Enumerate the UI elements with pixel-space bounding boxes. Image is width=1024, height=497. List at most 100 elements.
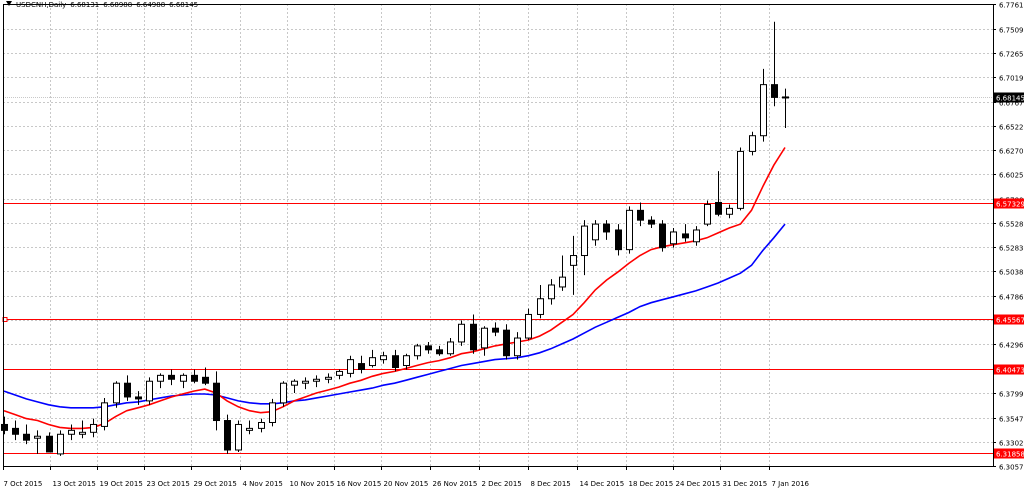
x-tick-label: 20 Nov 2015 [384,480,429,488]
candle[interactable] [727,204,733,218]
x-tick-label: 19 Oct 2015 [100,480,143,488]
price-line-label: 6.31858 [996,451,1024,459]
candle[interactable] [214,371,220,430]
candle[interactable] [459,320,465,346]
candle[interactable] [270,399,276,427]
candle-body-bullish [593,224,599,240]
candle-body-bullish [370,358,376,366]
candle-body-bearish [772,85,778,98]
candle-body-bullish [337,371,343,375]
candle[interactable] [247,421,253,435]
candle[interactable] [627,206,633,253]
dropdown-triangle-icon[interactable] [6,1,12,6]
candle[interactable] [102,398,108,430]
candle-body-bearish [493,328,499,332]
candle[interactable] [683,224,689,242]
candle-body-bearish [504,330,510,356]
candle[interactable] [58,430,64,456]
x-tick-label: 26 Nov 2015 [433,480,478,488]
candle[interactable] [526,309,532,340]
candle-body-bullish [326,377,332,379]
candle[interactable] [147,377,153,405]
y-tick-label: 6.72650 [999,51,1024,59]
candle[interactable] [125,375,131,401]
candle-body-bearish [2,424,8,430]
x-tick-label: 18 Dec 2015 [629,480,674,488]
candle[interactable] [158,373,164,388]
candle[interactable] [259,419,265,433]
candle[interactable] [593,220,599,246]
candle[interactable] [560,256,566,291]
candle[interactable] [348,356,354,378]
candle-body-bullish [292,381,298,385]
candle[interactable] [493,322,499,336]
candle[interactable] [303,377,309,389]
axes: 6.776106.750906.726506.701906.676706.652… [4,2,1024,489]
candle[interactable] [314,375,320,387]
candle[interactable] [169,369,175,385]
candle[interactable] [236,421,242,452]
candle[interactable] [91,419,97,438]
candle[interactable] [783,89,789,128]
candle[interactable] [225,415,231,454]
candle[interactable] [203,367,209,385]
candle[interactable] [47,432,53,452]
candle[interactable] [181,373,187,388]
candle-body-bullish [314,379,320,381]
candle[interactable] [24,424,30,444]
candle-body-bullish [738,151,744,208]
candle[interactable] [359,356,365,374]
candle[interactable] [426,342,432,354]
candle[interactable] [504,324,510,359]
price-line-label: 6.40473 [996,367,1024,375]
candle[interactable] [80,421,86,439]
candle-body-bearish [47,436,53,452]
candle[interactable] [582,220,588,275]
candle[interactable] [448,338,454,356]
candle[interactable] [482,326,488,355]
candle[interactable] [69,424,75,440]
x-tick-label: 7 Jan 2016 [772,480,810,488]
candle[interactable] [571,236,577,295]
candle[interactable] [649,216,655,228]
candle-body-bearish [203,377,209,383]
candle[interactable] [738,147,744,210]
candle[interactable] [761,69,767,142]
candle-body-bullish [281,383,287,403]
candle[interactable] [370,350,376,368]
candle-body-bullish [694,230,700,242]
candles [2,22,789,456]
x-tick-label: 7 Oct 2015 [4,480,43,488]
candle[interactable] [393,350,399,372]
candle[interactable] [616,224,622,255]
candle[interactable] [326,373,332,383]
candle-body-bullish [459,324,465,342]
candle-body-bullish [236,424,242,450]
candle[interactable] [660,220,666,251]
candle[interactable] [13,421,19,441]
y-tick-label: 6.33020 [999,440,1024,448]
candle-body-bearish [225,421,231,450]
candle[interactable] [694,226,700,246]
candle-body-bearish [24,434,30,440]
candle[interactable] [437,346,443,356]
candle[interactable] [705,201,711,227]
candle[interactable] [337,369,343,379]
candle[interactable] [750,132,756,156]
candle-body-bullish [571,256,577,266]
candle-body-bullish [482,328,488,348]
candle[interactable] [281,381,287,407]
candle[interactable] [515,332,521,360]
candle[interactable] [638,202,644,226]
candle[interactable] [415,344,421,360]
candle[interactable] [538,285,544,318]
candle[interactable] [292,379,298,393]
candle[interactable] [192,369,198,383]
candle-body-bullish [58,434,64,454]
candle[interactable] [772,22,778,106]
candle-body-bullish [80,432,86,434]
candle[interactable] [2,417,8,435]
candle-body-bullish [705,204,711,224]
candle[interactable] [549,279,555,305]
